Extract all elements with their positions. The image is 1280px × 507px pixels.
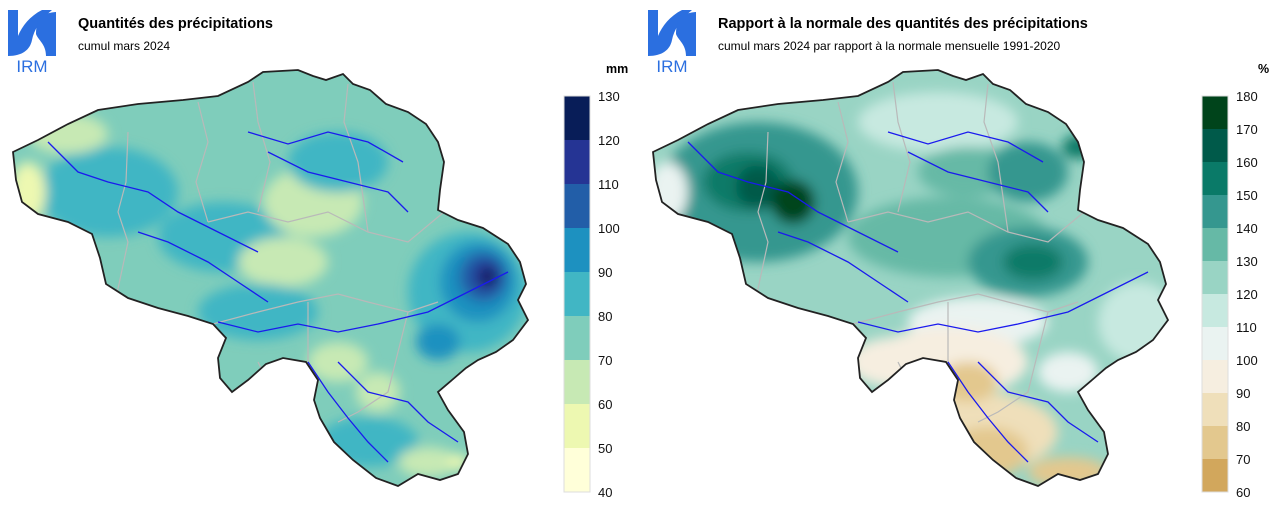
- legend-swatch: [1202, 96, 1228, 130]
- legend-swatch: [564, 448, 590, 493]
- legend-tick-label: 100: [1236, 353, 1258, 368]
- legend-tick-label: 170: [1236, 122, 1258, 137]
- legend-tick-label: 110: [598, 177, 619, 192]
- legend-swatch: [564, 140, 590, 185]
- legend-swatch: [564, 272, 590, 317]
- irm-logo-text: IRM: [16, 57, 47, 74]
- legend-tick-label: 100: [598, 221, 620, 236]
- legend-tick-label: 90: [598, 265, 612, 280]
- irm-logo-text: IRM: [656, 57, 687, 74]
- legend-swatch: [1202, 294, 1228, 328]
- legend-swatch: [1202, 459, 1228, 493]
- legend-swatch: [1202, 162, 1228, 196]
- panel-precipitation-ratio: IRM Rapport à la normale des quantités d…: [640, 0, 1280, 507]
- map-subtitle: cumul mars 2024: [78, 39, 171, 53]
- legend-swatch: [564, 184, 590, 229]
- legend-tick-label: 60: [598, 397, 612, 412]
- panel-precipitation-amount: IRM Quantités des précipitations cumul m…: [8, 10, 634, 500]
- legend-swatch: [1202, 261, 1228, 295]
- legend-tick-label: 60: [1236, 485, 1250, 500]
- legend-swatch: [564, 228, 590, 273]
- legend-swatch: [564, 404, 590, 449]
- legend-tick-label: 120: [598, 133, 620, 148]
- belgium-ratio-map: [652, 69, 1169, 487]
- map-title: Rapport à la normale des quantités des p…: [718, 16, 1088, 32]
- legend-swatch: [564, 96, 590, 141]
- legend-unit: mm: [606, 62, 629, 76]
- legend-tick-label: 180: [1236, 89, 1258, 104]
- legend-swatch: [1202, 360, 1228, 394]
- legend-tick-label: 130: [1236, 254, 1258, 269]
- map-subtitle: cumul mars 2024 par rapport à la normale…: [718, 39, 1061, 53]
- legend-unit: %: [1258, 62, 1270, 76]
- legend-tick-label: 150: [1236, 188, 1258, 203]
- legend-tick-label: 160: [1236, 155, 1258, 170]
- legend-swatch: [1202, 228, 1228, 262]
- belgium-precipitation-map: [12, 69, 529, 487]
- legend-colorbar: 180 170 160 150 140 130 120 110 100 90 80 70 60: [1201, 89, 1272, 500]
- legend-tick-label: 140: [1236, 221, 1258, 236]
- legend-swatch: [1202, 426, 1228, 460]
- map-title: Quantités des précipitations: [78, 16, 273, 32]
- legend-swatch: [1202, 393, 1228, 427]
- legend-tick-label: 40: [598, 485, 612, 500]
- legend-colorbar: 130 120 110 100 90 80 70 60 50 40: [563, 89, 634, 500]
- legend-swatch: [564, 360, 590, 405]
- legend-tick-label: 70: [598, 353, 612, 368]
- legend-tick-label: 80: [598, 309, 612, 324]
- legend-swatch: [1202, 195, 1228, 229]
- legend-tick-label: 70: [1236, 452, 1250, 467]
- legend-tick-label: 130: [598, 89, 620, 104]
- legend-tick-label: 110: [1236, 320, 1257, 335]
- irm-logo: IRM: [8, 10, 56, 74]
- legend-tick-label: 80: [1236, 419, 1250, 434]
- legend-tick-label: 90: [1236, 386, 1250, 401]
- legend-tick-label: 50: [598, 441, 612, 456]
- legend-tick-label: 120: [1236, 287, 1258, 302]
- legend-swatch: [1202, 129, 1228, 163]
- irm-logo: IRM: [648, 10, 696, 74]
- legend-swatch: [1202, 327, 1228, 361]
- legend-swatch: [564, 316, 590, 361]
